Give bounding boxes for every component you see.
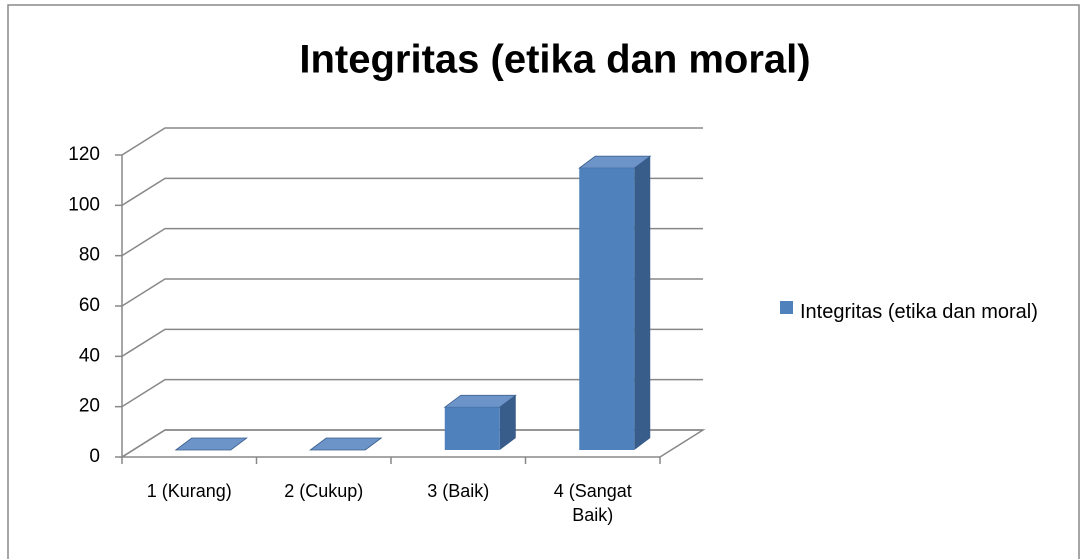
bar — [579, 168, 635, 450]
y-tick-label: 60 — [79, 295, 100, 316]
y-tick-label: 0 — [89, 446, 100, 467]
bar-side — [634, 156, 651, 450]
y-tick-label: 100 — [68, 194, 100, 215]
y-tick-label: 20 — [79, 396, 100, 417]
bar — [444, 407, 500, 450]
bar-top — [174, 437, 248, 451]
legend-swatch — [780, 301, 793, 314]
bar-top — [578, 155, 652, 169]
grid-line — [121, 177, 703, 206]
grid-line — [121, 429, 703, 458]
grid-line — [121, 127, 703, 156]
x-tick-label: 1 (Kurang) — [146, 481, 232, 501]
x-tick-label: 4 (Sangat Baik) — [553, 481, 632, 525]
y-tick-label: 120 — [68, 144, 100, 165]
chart-title: Integritas (etika dan moral) — [299, 38, 810, 82]
legend-label: Integritas (etika dan moral) — [800, 301, 1038, 323]
y-tick-label: 80 — [79, 245, 100, 266]
x-tick-label: 2 (Cukup) — [284, 481, 364, 501]
bar-top — [309, 437, 383, 451]
chart-border — [7, 4, 1080, 559]
x-tick-label: 3 (Baik) — [427, 481, 490, 501]
grid-line — [121, 278, 703, 307]
bar-side — [499, 395, 516, 450]
grid-line — [121, 378, 703, 408]
grid-line — [121, 328, 703, 357]
y-tick-label: 40 — [79, 345, 100, 366]
grid-line — [121, 227, 703, 257]
